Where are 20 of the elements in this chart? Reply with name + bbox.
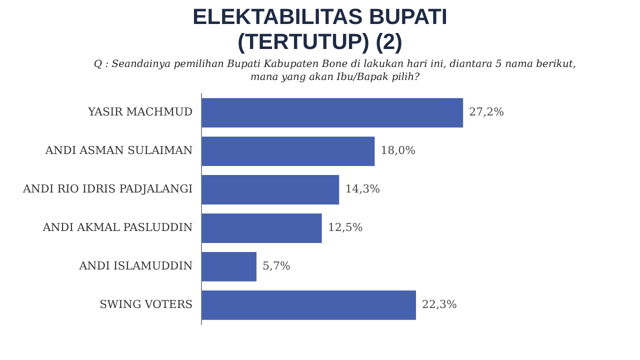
y-tick-label: ANDI ASMAN SULAIMAN (44, 144, 194, 158)
chart-subtitle: Q : Seandainya pemilihan Bupati Kabupaten Bone di lakukan hari ini, diantara 5 nama berikut, mana yang akan Ibu/Bapak pilih? (92, 58, 578, 84)
bar (202, 290, 416, 320)
bar (202, 252, 256, 282)
chart-title: ELEKTABILITAS BUPATI (TERTUTUP) (2) (191, 4, 449, 54)
data-label: 18,0% (380, 144, 416, 158)
bar (202, 98, 464, 128)
y-tick-label: SWING VOTERS (100, 298, 193, 312)
data-label: 27,2% (469, 106, 504, 119)
data-label: 12,5% (328, 221, 363, 234)
y-tick-label: ANDI AKMAL PASLUDDIN (42, 221, 194, 234)
bar (202, 136, 375, 166)
y-tick-label: ANDI RIO IDRIS PADJALANGI (22, 182, 193, 196)
bar (202, 175, 340, 204)
data-label: 22,3% (422, 298, 457, 312)
data-label: 14,3% (345, 182, 380, 196)
bar (202, 214, 322, 243)
y-tick-label: YASIR MACHMUD (87, 106, 193, 119)
y-tick-label: ANDI ISLAMUDDIN (78, 260, 194, 273)
data-label: 5,7% (262, 260, 290, 273)
